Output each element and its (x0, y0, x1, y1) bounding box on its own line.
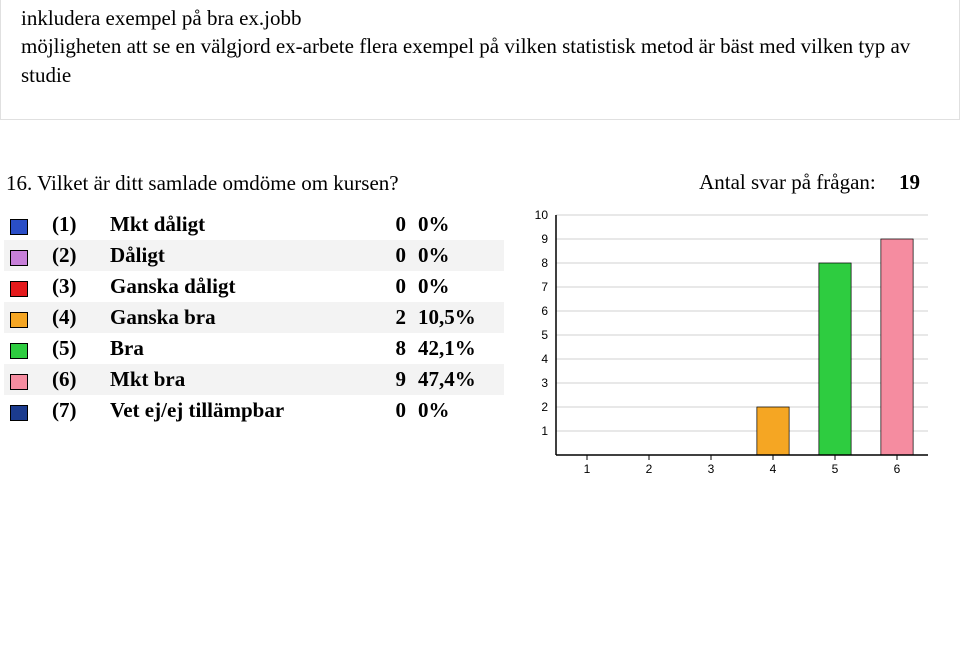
y-tick-label: 5 (541, 328, 548, 342)
legend-swatch-cell (4, 302, 46, 333)
x-tick-label: 1 (584, 462, 591, 476)
legend-pct: 10,5% (412, 302, 504, 333)
legend-row: (3)Ganska dåligt00% (4, 271, 504, 302)
y-tick-label: 9 (541, 232, 548, 246)
legend-row: (2)Dåligt00% (4, 240, 504, 271)
legend-num: (5) (46, 333, 104, 364)
legend-label: Mkt dåligt (104, 209, 352, 240)
legend-label: Ganska dåligt (104, 271, 352, 302)
intro-line2: möjligheten att se en välgjord ex-arbete… (21, 34, 910, 86)
legend-swatch (10, 281, 28, 297)
x-tick-label: 4 (770, 462, 777, 476)
answer-count-row: Antal svar på frågan: 19 (520, 170, 960, 195)
legend-count: 2 (352, 302, 412, 333)
legend-row: (5)Bra842,1% (4, 333, 504, 364)
bar (881, 239, 913, 455)
question-title: 16. Vilket är ditt samlade omdöme om kur… (6, 170, 436, 197)
legend-label: Dåligt (104, 240, 352, 271)
legend-pct: 0% (412, 395, 504, 426)
legend-label: Ganska bra (104, 302, 352, 333)
y-tick-label: 4 (541, 352, 548, 366)
question-title-row: 16. Vilket är ditt samlade omdöme om kur… (0, 170, 510, 209)
legend-swatch-cell (4, 333, 46, 364)
legend-count: 8 (352, 333, 412, 364)
answer-count-label: Antal svar på frågan: (699, 170, 876, 194)
legend-pct: 0% (412, 209, 504, 240)
legend-count: 9 (352, 364, 412, 395)
legend-count: 0 (352, 395, 412, 426)
question-right: Antal svar på frågan: 19 1 2 3 4 5 6 7 8 9 10 1 2 3 4… (510, 170, 960, 477)
legend-row: (1)Mkt dåligt00% (4, 209, 504, 240)
legend-swatch-cell (4, 209, 46, 240)
legend-pct: 0% (412, 240, 504, 271)
x-tick-label: 2 (646, 462, 653, 476)
x-tick-label: 6 (894, 462, 901, 476)
legend-row: (6)Mkt bra947,4% (4, 364, 504, 395)
legend-num: (3) (46, 271, 104, 302)
legend-num: (4) (46, 302, 104, 333)
legend-swatch-cell (4, 364, 46, 395)
legend-swatch-cell (4, 395, 46, 426)
legend-count: 0 (352, 271, 412, 302)
answer-count-value: 19 (899, 170, 920, 194)
legend-num: (7) (46, 395, 104, 426)
legend-swatch (10, 250, 28, 266)
legend-label: Bra (104, 333, 352, 364)
legend-swatch-cell (4, 271, 46, 302)
legend-count: 0 (352, 209, 412, 240)
y-tick-label: 3 (541, 376, 548, 390)
bar (757, 407, 789, 455)
x-tick-label: 3 (708, 462, 715, 476)
legend-swatch-cell (4, 240, 46, 271)
intro-text-block: inkludera exempel på bra ex.jobb möjligh… (0, 0, 960, 120)
legend-pct: 42,1% (412, 333, 504, 364)
question-section: 16. Vilket är ditt samlade omdöme om kur… (0, 170, 960, 477)
legend-label: Vet ej/ej tillämpbar (104, 395, 352, 426)
legend-table: (1)Mkt dåligt00%(2)Dåligt00%(3)Ganska då… (4, 209, 504, 426)
legend-row: (4)Ganska bra210,5% (4, 302, 504, 333)
legend-num: (6) (46, 364, 104, 395)
y-tick-label: 1 (541, 424, 548, 438)
bar (819, 263, 851, 455)
legend-pct: 47,4% (412, 364, 504, 395)
legend-row: (7)Vet ej/ej tillämpbar00% (4, 395, 504, 426)
question-left: 16. Vilket är ditt samlade omdöme om kur… (0, 170, 510, 426)
y-tick-label: 2 (541, 400, 548, 414)
legend-num: (2) (46, 240, 104, 271)
legend-swatch (10, 374, 28, 390)
legend-count: 0 (352, 240, 412, 271)
y-tick-label: 7 (541, 280, 548, 294)
legend-swatch (10, 312, 28, 328)
y-tick-label: 10 (535, 208, 549, 222)
legend-swatch (10, 405, 28, 421)
bar-chart: 1 2 3 4 5 6 7 8 9 10 1 2 3 4 5 6 (520, 207, 940, 477)
legend-swatch (10, 219, 28, 235)
intro-line1: inkludera exempel på bra ex.jobb (21, 6, 301, 30)
y-tick-label: 8 (541, 256, 548, 270)
legend-pct: 0% (412, 271, 504, 302)
y-tick-label: 6 (541, 304, 548, 318)
legend-num: (1) (46, 209, 104, 240)
x-tick-label: 5 (832, 462, 839, 476)
legend-label: Mkt bra (104, 364, 352, 395)
legend-swatch (10, 343, 28, 359)
